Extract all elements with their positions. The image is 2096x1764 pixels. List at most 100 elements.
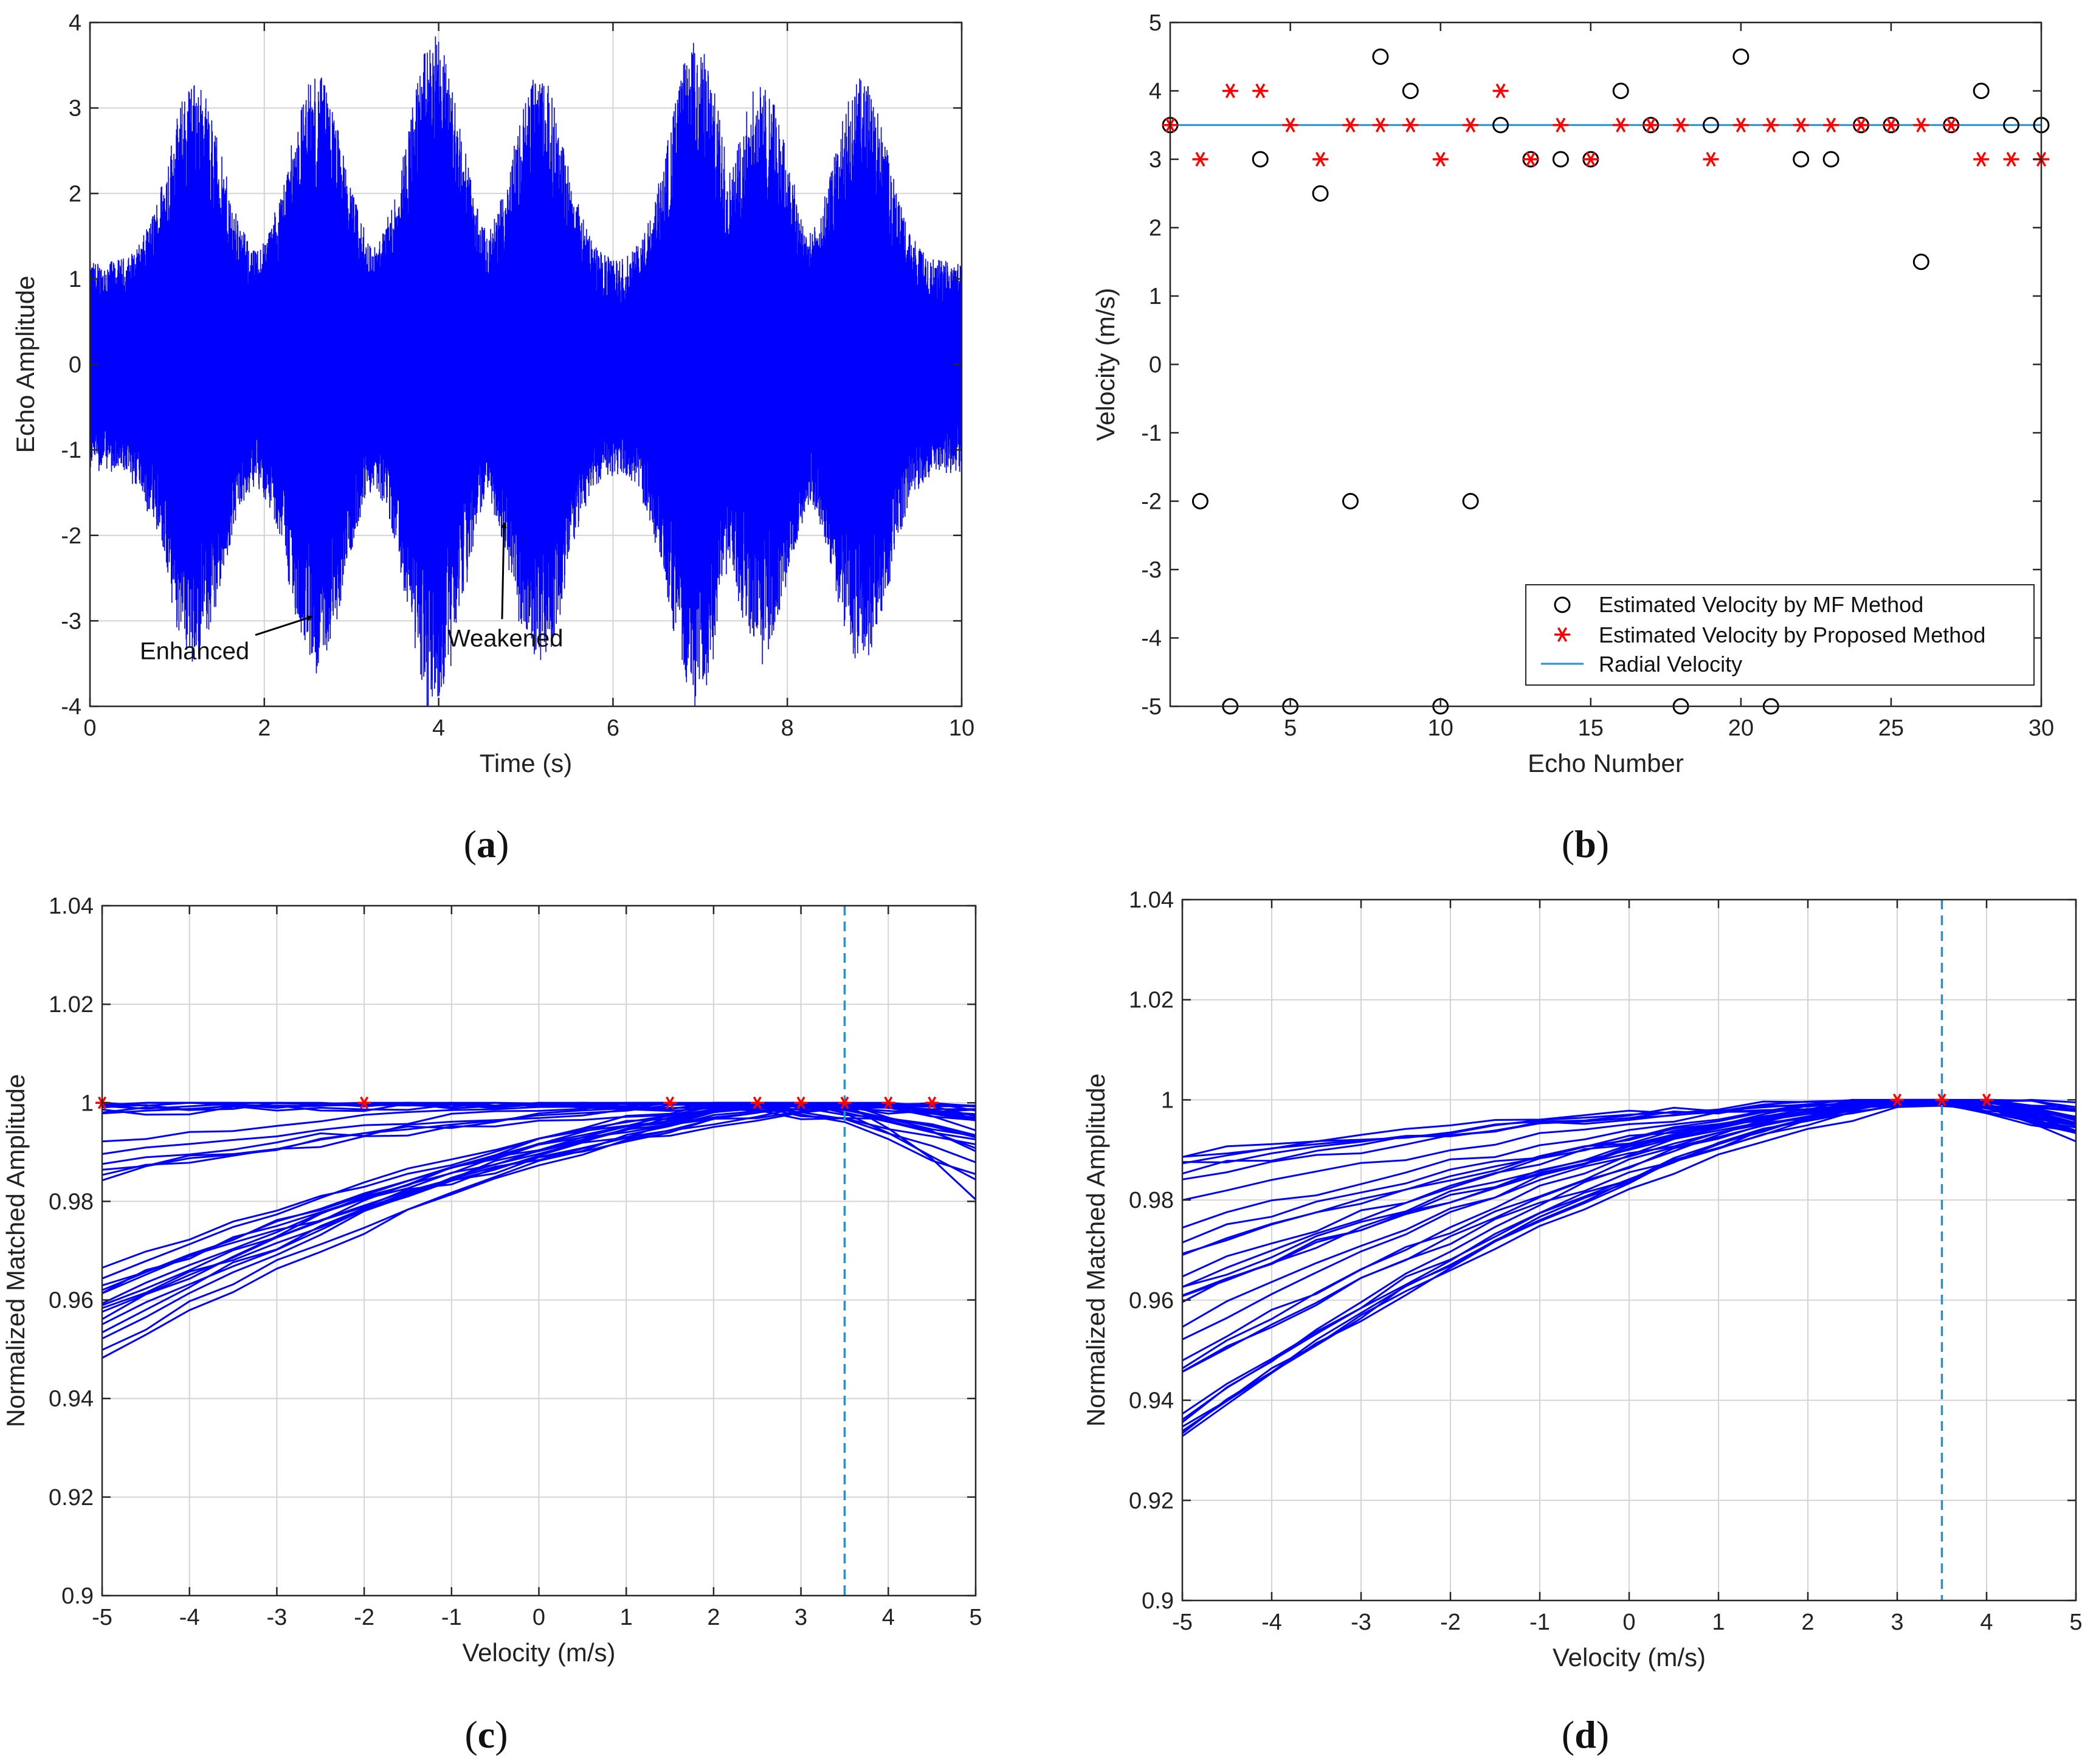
legend-mf-symbol [1554, 596, 1571, 613]
proposed-point [1312, 151, 1329, 167]
ytick-label: 1 [1161, 1087, 1174, 1113]
asterisk-stroke [1525, 151, 1536, 167]
ytick-label: 1 [69, 267, 81, 292]
ytick-label: 0.9 [1142, 1588, 1174, 1614]
matched-curve [1182, 1100, 2077, 1158]
ytick-label: -3 [61, 608, 81, 634]
xtick-label: 1 [620, 1605, 633, 1630]
mf-point [1732, 48, 1750, 65]
proposed-point [1252, 83, 1269, 98]
ytick-label: -4 [61, 694, 81, 720]
matched-curve [1182, 1100, 2077, 1297]
asterisk-stroke [884, 1096, 893, 1109]
ytick-label: 0.94 [49, 1387, 94, 1412]
mf-point [1793, 151, 1810, 168]
echo-signal-line [89, 36, 962, 707]
legend-entry: Radial Velocity [1599, 652, 1742, 677]
xtick-label: 30 [2029, 715, 2054, 741]
mf-point [1822, 151, 1839, 168]
asterisk-stroke [1766, 117, 1776, 133]
mf-point [2003, 117, 2020, 134]
xtick-label: 2 [258, 715, 271, 741]
xtick-label: 4 [1980, 1610, 1993, 1635]
proposed-point [1192, 151, 1208, 167]
peak-marker [1891, 1094, 1904, 1106]
matched-curve [102, 1104, 976, 1294]
proposed-point [1282, 117, 1298, 133]
xtick-label: 2 [1801, 1610, 1814, 1635]
legend-box [1525, 584, 2035, 686]
asterisk-stroke [1616, 117, 1626, 133]
asterisk-stroke [666, 1096, 675, 1109]
proposed-point [1613, 117, 1629, 133]
xtick-label: 3 [795, 1605, 807, 1630]
peak-marker [357, 1096, 371, 1109]
proposed-point [1883, 117, 1899, 133]
chart-a: Enhanced Weakened 0 2 4 6 8 10 -4 -3 -2 -1 0 1 2 3 4 Time… [11, 10, 974, 777]
xtick-label: -2 [354, 1605, 374, 1630]
proposed-point [2003, 151, 2019, 167]
xtick-label: 5 [2069, 1610, 2082, 1635]
asterisk-stroke [1285, 117, 1295, 133]
mf-point [1402, 83, 1419, 99]
asterisk-stroke [1255, 83, 1266, 98]
y-axis-label: Normalized Matched Amplitude [1081, 1073, 1110, 1427]
asterisk-stroke [1706, 151, 1716, 167]
asterisk-stroke [928, 1096, 937, 1109]
asterisk-stroke [1826, 117, 1836, 133]
xtick-label: -3 [267, 1605, 288, 1630]
proposed-point [1342, 117, 1359, 133]
mf-point [1462, 493, 1479, 509]
mf-point [1312, 185, 1329, 202]
ytick-label: 1 [1149, 284, 1162, 309]
peak-marker [838, 1096, 852, 1109]
asterisk-stroke [360, 1096, 369, 1109]
proposed-point [1222, 83, 1238, 98]
ytick-label: -3 [1141, 557, 1162, 583]
proposed-point [1943, 117, 1959, 133]
proposed-point [1763, 117, 1779, 133]
ytick-label: 0.9 [61, 1583, 94, 1609]
ytick-label: 0 [69, 353, 81, 378]
xtick-label: 0 [1622, 1610, 1635, 1635]
asterisk-stroke [1315, 151, 1326, 167]
peak-marker [663, 1096, 677, 1109]
y-axis-label: Echo Amplitude [11, 276, 40, 453]
asterisk-stroke [1736, 117, 1746, 133]
ytick-label: -2 [61, 523, 81, 549]
ytick-label: -1 [1141, 421, 1162, 446]
proposed-point [1973, 151, 1990, 167]
peak-marker [1980, 1094, 1993, 1106]
asterisk-stroke [1556, 117, 1566, 133]
peak-marker [750, 1096, 764, 1109]
asterisk-stroke [840, 1096, 849, 1109]
annotation-weakened: Weakened [447, 625, 564, 652]
ytick-label: 1.02 [49, 992, 94, 1018]
xtick-label: 6 [607, 715, 619, 741]
xtick-label: -4 [179, 1605, 200, 1630]
xtick-label: 2 [707, 1605, 720, 1630]
proposed-point [1673, 117, 1689, 133]
proposed-point [1432, 151, 1449, 167]
xtick-label: -3 [1351, 1610, 1371, 1635]
chart-d: -5 -4 -3 -2 -1 0 1 2 3 4 5 0.9 0.92 0.94 0.96 0.98 1 1.02… [1081, 887, 2083, 1672]
asterisk-stroke [1976, 151, 1987, 167]
mf-point [1612, 83, 1629, 99]
legend-entry: Estimated Velocity by Proposed Method [1599, 622, 1985, 647]
asterisk-stroke [1435, 151, 1446, 167]
asterisk-stroke [1886, 117, 1896, 133]
x-axis-label: Velocity (m/s) [1553, 1643, 1706, 1672]
xtick-label: 5 [1284, 715, 1297, 741]
mf-point [1342, 493, 1359, 509]
legend-proposed-symbol [1554, 627, 1570, 643]
ytick-label: -4 [1141, 626, 1162, 652]
xtick-label: 15 [1578, 715, 1604, 741]
xtick-label: -2 [1440, 1610, 1461, 1635]
mf-point [1191, 493, 1208, 509]
xtick-label: 10 [1428, 715, 1453, 741]
xtick-label: 25 [1878, 715, 1904, 741]
matched-curve [102, 1101, 976, 1176]
proposed-point [1643, 117, 1659, 133]
matched-curve [1182, 1098, 2077, 1428]
